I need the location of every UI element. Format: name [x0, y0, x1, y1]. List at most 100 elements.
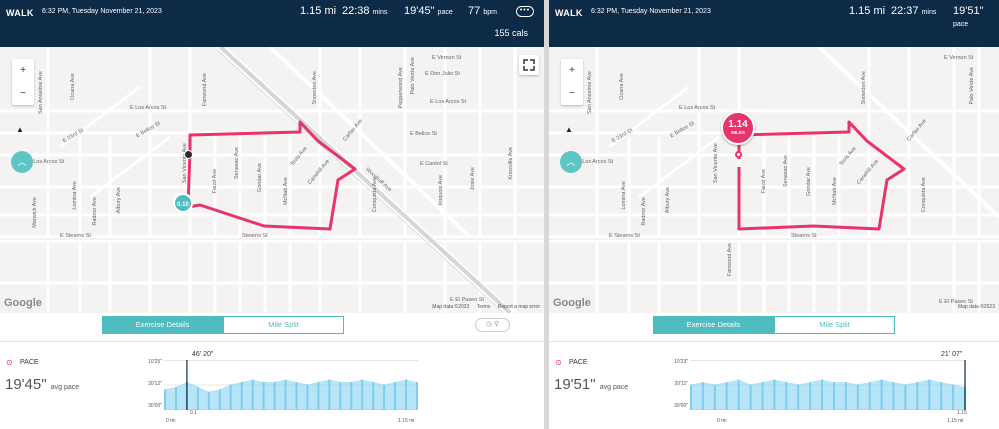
y-tick-label: 30'00": [148, 403, 162, 409]
pace-data-point: [809, 382, 812, 410]
route-map[interactable]: E Los Arcos St E Belice St E 23rd St E L…: [0, 47, 544, 313]
pace-data-point: [240, 382, 243, 410]
street-label: E El Paseo St: [939, 299, 973, 305]
panel-divider: [544, 0, 549, 429]
pace-data-point: [405, 379, 407, 410]
street-label: E Los Arcos St: [679, 105, 716, 111]
chevron-up-icon: ︿: [17, 157, 27, 167]
distance-stat: 1.15 mi: [849, 5, 886, 17]
zoom-in-button[interactable]: +: [20, 65, 26, 76]
map-streets: [0, 47, 544, 313]
pace-data-point: [928, 379, 931, 410]
pace-chart[interactable]: [164, 360, 418, 410]
pace-data-point: [940, 382, 943, 410]
map-footer: Map data ©2023 Terms Report a map error: [426, 304, 540, 310]
pace-data-point: [737, 379, 740, 410]
pace-data-point: [773, 379, 776, 410]
pace-data-point: [262, 382, 265, 410]
pace-data-point: [207, 391, 210, 410]
terms-link[interactable]: Terms: [476, 304, 491, 310]
fullscreen-icon: [523, 59, 535, 71]
pace-data-point: [306, 384, 309, 410]
pace-data-point: [749, 384, 752, 410]
y-tick-label: 20'12": [148, 381, 162, 387]
pace-readout: 21' 07": [941, 351, 963, 358]
pace-area-series: [691, 379, 965, 410]
workout-datetime: 6:32 PM, Tuesday November 21, 2023: [42, 8, 162, 15]
avg-pace: 19'45" avg pace: [5, 376, 80, 393]
workout-panel-left: WALK 6:32 PM, Tuesday November 21, 2023 …: [0, 0, 544, 424]
pace-data-point: [880, 379, 883, 410]
pace-data-point: [761, 382, 764, 410]
tab-mile-split[interactable]: Mile Split: [774, 316, 895, 334]
report-map-error-link[interactable]: Report a map error: [497, 304, 540, 310]
zoom-out-button[interactable]: −: [20, 88, 26, 99]
activity-type: WALK: [6, 8, 34, 18]
pace-data-point: [844, 382, 847, 410]
duration-stat: 22:37 mins: [891, 5, 937, 17]
divider: [0, 341, 544, 342]
route-map[interactable]: E Los Arcos St E Belice St E 23rd St E L…: [549, 47, 999, 313]
compass-icon[interactable]: ▲: [16, 125, 24, 134]
recenter-button[interactable]: ︿: [560, 151, 582, 173]
street-label: E Los Arcos St: [28, 159, 65, 165]
street-label: E Los Arcos St: [430, 99, 467, 105]
route-path: [737, 120, 906, 231]
pace-data-point: [952, 384, 955, 410]
map-data-credit: Map data ©2023: [957, 304, 995, 310]
pace-chart[interactable]: [690, 360, 966, 410]
tab-exercise-details[interactable]: Exercise Details: [653, 316, 774, 334]
pace-data-point: [713, 384, 716, 410]
calories-stat: 155 cals: [494, 28, 528, 38]
chevron-up-icon: ︿: [566, 157, 576, 167]
compass-icon[interactable]: ▲: [565, 125, 573, 134]
tab-exercise-details[interactable]: Exercise Details: [102, 316, 223, 334]
route-start-marker: [184, 150, 193, 159]
bubble-unit: MILES: [731, 130, 745, 135]
location-pin-icon: ⚲: [493, 321, 500, 328]
pace-data-point: [394, 382, 397, 410]
pace-data-point: [868, 382, 871, 410]
pace-data-point: [175, 386, 177, 410]
pace-data-point: [229, 384, 232, 410]
detail-tabs: Exercise Details Mile Split: [102, 316, 344, 334]
pace-data-point: [361, 379, 364, 410]
fullscreen-button[interactable]: [519, 55, 539, 75]
pace-data-point: [701, 382, 704, 410]
pace-data-point: [164, 389, 166, 410]
workout-datetime: 6:32 PM, Tuesday November 21, 2023: [591, 8, 711, 15]
zoom-control: + −: [561, 59, 583, 105]
pace-data-point: [904, 384, 907, 410]
pace-data-point: [218, 389, 221, 410]
zoom-out-button[interactable]: −: [569, 88, 575, 99]
google-logo: Google: [553, 297, 591, 309]
pace-data-point: [856, 384, 859, 410]
y-tick-label: 30'00": [674, 403, 688, 409]
pace-data-point: [833, 382, 835, 410]
x-tick-label: 0 mi: [166, 418, 176, 424]
google-logo: Google: [4, 297, 42, 309]
detail-tabs: Exercise Details Mile Split: [653, 316, 895, 334]
street-label: E Stearns St: [60, 233, 91, 239]
zoom-in-button[interactable]: +: [569, 65, 575, 76]
map-data-credit: Map data ©2023: [432, 304, 470, 310]
pace-label: PACE: [569, 359, 588, 366]
street-label: Stearns St: [791, 233, 817, 239]
y-tick-label: 10'23": [674, 359, 688, 365]
pace-data-point: [372, 382, 375, 410]
distance-marker[interactable]: 0.10: [173, 193, 193, 213]
pace-data-point: [284, 379, 287, 410]
distance-bubble[interactable]: 1.14 MILES: [721, 111, 755, 145]
street-label: E Stearns St: [609, 233, 640, 239]
more-options-button[interactable]: •••: [516, 6, 534, 17]
pace-data-point: [797, 384, 800, 410]
tab-mile-split[interactable]: Mile Split: [223, 316, 344, 334]
recenter-button[interactable]: ︿: [11, 151, 33, 173]
y-tick-label: 10'25": [148, 359, 162, 365]
location-pin-icon: ⊙: [555, 358, 562, 367]
cursor-distance-label: 1.15: [957, 410, 967, 416]
map-view-toggle[interactable]: ◷ ⚲: [475, 318, 510, 332]
workout-header: WALK 6:32 PM, Tuesday November 21, 2023 …: [0, 0, 544, 47]
pace-data-point: [725, 382, 728, 410]
distance-stat: 1.15 mi: [300, 5, 337, 17]
